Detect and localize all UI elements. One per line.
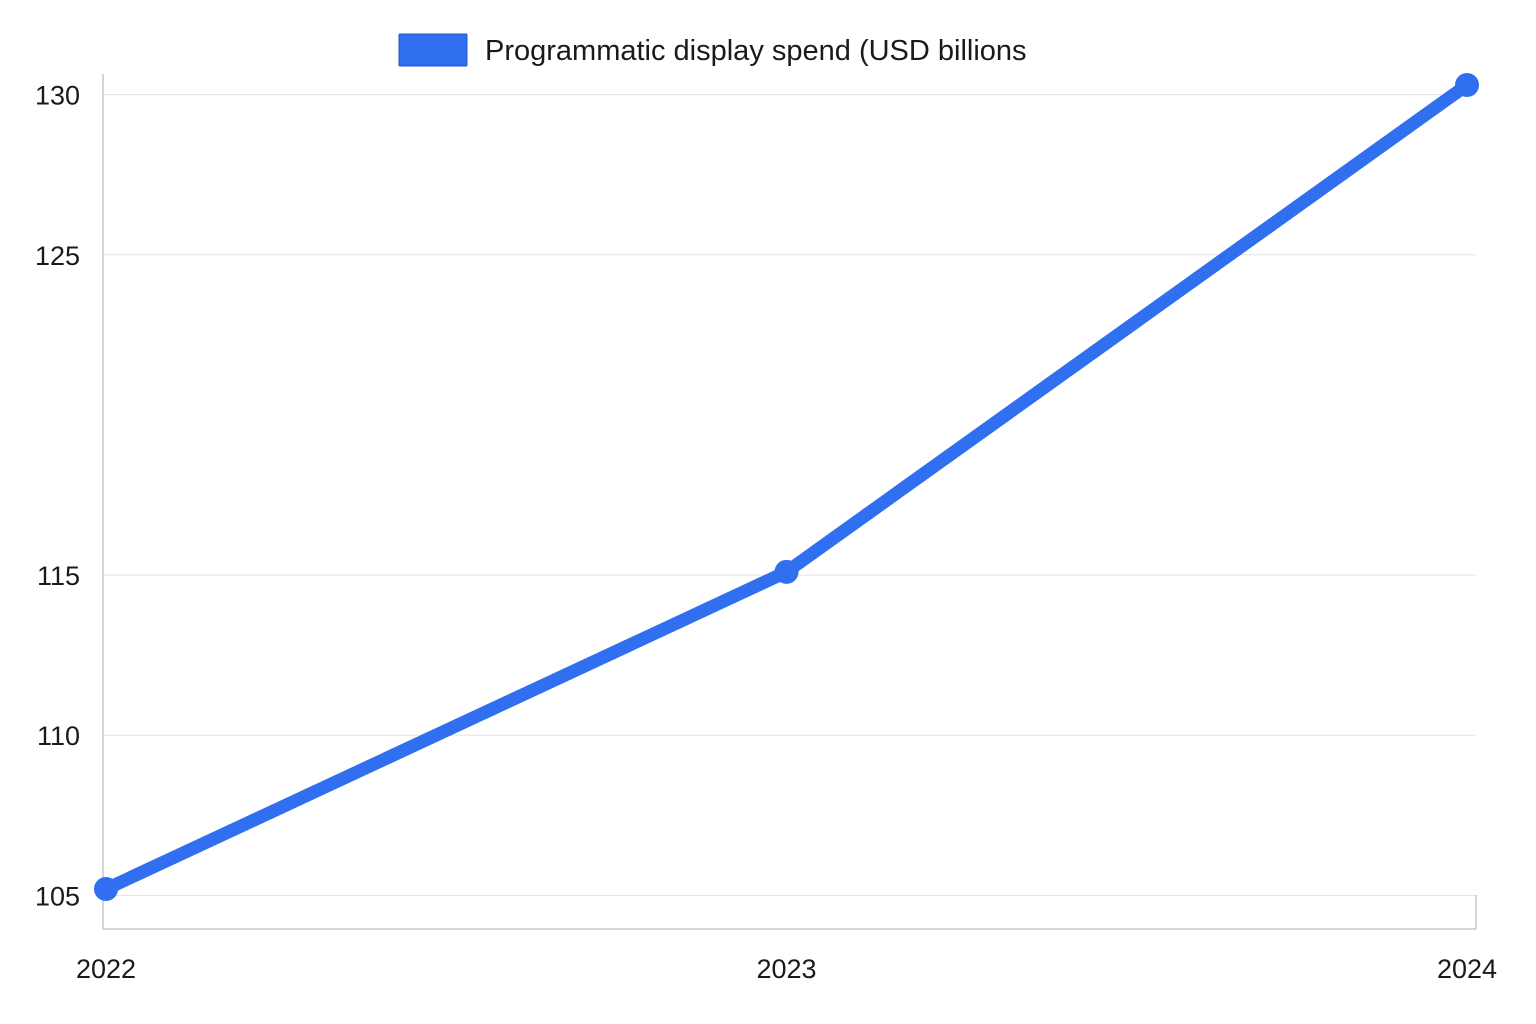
x-tick-label-2023: 2023 <box>756 954 816 984</box>
data-point-2024 <box>1455 73 1479 97</box>
y-tick-label-115: 115 <box>37 561 80 591</box>
y-tick-label-125: 125 <box>35 241 80 271</box>
x-tick-labels: 2022 2023 2024 <box>76 954 1497 984</box>
legend-swatch <box>398 33 468 67</box>
legend-label: Programmatic display spend (USD billions <box>485 35 1027 67</box>
x-tick-label-2022: 2022 <box>76 954 136 984</box>
legend: Programmatic display spend (USD billions <box>398 33 1027 67</box>
gridlines <box>103 94 1476 896</box>
y-tick-labels: 105 110 115 125 130 <box>35 81 80 912</box>
y-tick-label-105: 105 <box>35 881 80 911</box>
y-tick-label-110: 110 <box>37 721 80 751</box>
axes <box>102 74 1477 930</box>
data-point-2023 <box>774 559 799 584</box>
series <box>94 73 1479 901</box>
data-point-2022 <box>94 877 118 901</box>
x-tick-label-2024: 2024 <box>1437 954 1497 984</box>
series-line-0 <box>99 78 1474 896</box>
y-tick-label-130: 130 <box>35 81 80 111</box>
